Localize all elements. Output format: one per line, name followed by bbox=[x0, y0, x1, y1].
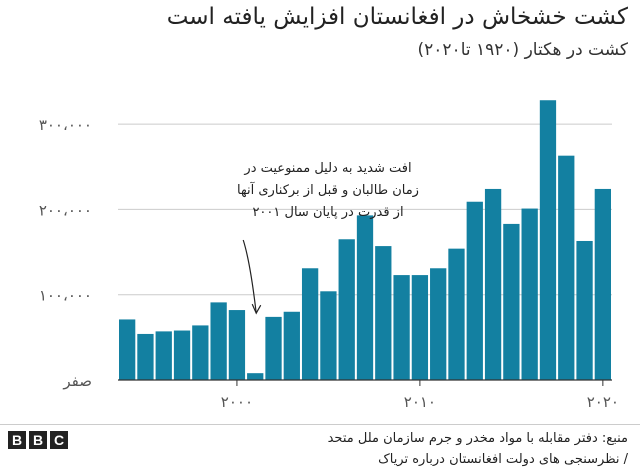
bar bbox=[484, 188, 502, 380]
bar bbox=[375, 246, 392, 380]
bar bbox=[137, 333, 154, 380]
bar bbox=[228, 310, 246, 380]
annotation-text: زمان طالبان و قبل از برکناری آنها bbox=[237, 181, 419, 198]
bar bbox=[411, 275, 429, 380]
bar-chart: صفر ۱۰۰،۰۰۰ ۲۰۰،۰۰۰ ۳۰۰،۰۰۰ ۲۰۰۰ ۲۰۱۰ ۲۰۲۰ افت … bbox=[39, 100, 619, 411]
annotation-text: از قدرت در پایان سال ۲۰۰۱ bbox=[252, 205, 403, 220]
bar bbox=[338, 239, 355, 380]
logo-letter: B bbox=[8, 431, 26, 449]
source-line-1: منبع: دفتر مقابله با مواد مخدر و جرم ساز… bbox=[327, 431, 628, 446]
bbc-logo: B B C bbox=[8, 431, 68, 449]
logo-letter: B bbox=[29, 431, 47, 449]
bar bbox=[210, 302, 227, 380]
y-tick-label: ۱۰۰،۰۰۰ bbox=[39, 287, 92, 305]
bar bbox=[301, 268, 319, 380]
y-tick-label: ۳۰۰،۰۰۰ bbox=[39, 116, 92, 134]
bar bbox=[155, 331, 172, 380]
y-tick-label: صفر bbox=[62, 372, 92, 390]
chart-title: کشت خشخاش در افغانستان افزایش یافته است bbox=[166, 4, 628, 30]
bar bbox=[356, 215, 374, 380]
source-line-2: / نظرسنجی های دولت افغانستان درباره تریا… bbox=[378, 452, 628, 467]
bar bbox=[594, 188, 611, 380]
bar bbox=[265, 316, 282, 380]
bar bbox=[173, 330, 191, 380]
source-note: منبع: دفتر مقابله با مواد مخدر و جرم ساز… bbox=[108, 428, 628, 470]
x-tick-label: ۲۰۰۰ bbox=[221, 393, 253, 411]
footer-divider bbox=[0, 424, 640, 425]
annotation-arrow-line bbox=[242, 239, 257, 314]
bar bbox=[430, 268, 447, 380]
bar bbox=[503, 223, 520, 380]
bar bbox=[247, 373, 264, 380]
logo-letter: C bbox=[50, 431, 68, 449]
annotation-text: افت شدید به دلیل ممنوعیت در bbox=[243, 161, 411, 176]
bar bbox=[521, 208, 538, 380]
bar bbox=[283, 311, 300, 380]
chart-subtitle: کشت در هکتار (۱۹۲۰ تا۲۰۲۰) bbox=[417, 40, 628, 60]
bar bbox=[393, 275, 410, 380]
bar bbox=[466, 201, 483, 380]
bar bbox=[539, 100, 557, 380]
bar bbox=[448, 248, 465, 380]
annotation-arrow-head bbox=[251, 303, 262, 315]
bar bbox=[576, 240, 593, 380]
bar bbox=[558, 155, 575, 380]
x-tick-label: ۲۰۱۰ bbox=[404, 393, 436, 411]
y-tick-label: ۲۰۰،۰۰۰ bbox=[39, 201, 92, 219]
bar bbox=[192, 325, 209, 380]
x-tick-label: ۲۰۲۰ bbox=[587, 393, 619, 411]
bar bbox=[320, 291, 337, 380]
bar bbox=[119, 319, 136, 380]
